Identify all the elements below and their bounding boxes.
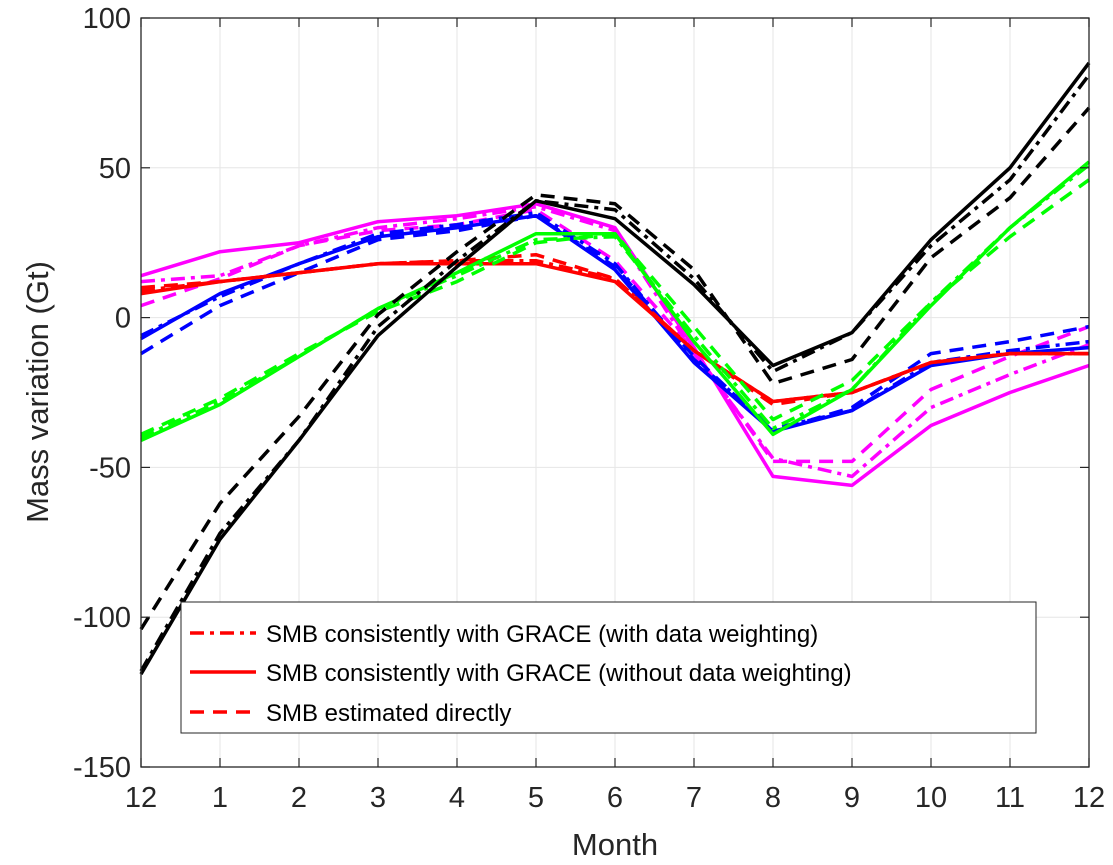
x-tick-label: 7 bbox=[686, 782, 702, 814]
legend-box bbox=[180, 601, 1037, 734]
x-tick-label: 2 bbox=[291, 782, 307, 814]
series-line-14 bbox=[139, 106, 1091, 631]
series-line-13 bbox=[139, 73, 1091, 672]
x-axis-tick-labels: 12 1 2 3 4 5 6 7 8 9 10 11 12 bbox=[125, 782, 1105, 814]
x-tick-label: 8 bbox=[765, 782, 781, 814]
legend-label-2: SMB estimated directly bbox=[266, 700, 511, 727]
x-tick-label: 1 bbox=[212, 782, 228, 814]
legend-label-0: SMB consistently with GRACE (with data w… bbox=[266, 621, 818, 648]
y-tick-label: 0 bbox=[115, 303, 131, 335]
series-line-7 bbox=[140, 258, 1089, 404]
legend: SMB consistently with GRACE (with data w… bbox=[180, 601, 1037, 734]
series-line-5 bbox=[140, 213, 1090, 434]
x-tick-label: 4 bbox=[449, 782, 465, 814]
x-tick-label: 12 bbox=[125, 782, 157, 814]
series-line-2 bbox=[140, 207, 1090, 464]
y-tick-label: -50 bbox=[89, 452, 131, 484]
axis-ticks bbox=[140, 17, 1090, 768]
x-tick-label: 11 bbox=[995, 782, 1025, 814]
y-tick-label: -100 bbox=[73, 602, 131, 634]
series-line-10 bbox=[140, 163, 1091, 439]
series-line-0 bbox=[140, 202, 1090, 488]
y-axis-tick-labels: -150 -100 -50 0 50 100 bbox=[73, 3, 131, 784]
x-tick-label: 12 bbox=[1073, 782, 1105, 814]
y-tick-label: 50 bbox=[99, 153, 131, 185]
x-tick-label: 3 bbox=[370, 782, 386, 814]
y-axis-title: Mass variation (Gt) bbox=[20, 261, 55, 523]
legend-label-1: SMB consistently with GRACE (without dat… bbox=[266, 660, 852, 687]
x-tick-label: 5 bbox=[528, 782, 544, 814]
series-line-4 bbox=[140, 210, 1090, 431]
x-tick-label: 10 bbox=[915, 782, 947, 814]
y-tick-label: -150 bbox=[73, 752, 131, 784]
series-line-11 bbox=[140, 178, 1091, 436]
x-tick-label: 6 bbox=[607, 782, 623, 814]
y-tick-label: 100 bbox=[83, 3, 131, 35]
x-tick-label: 9 bbox=[844, 782, 860, 814]
x-axis-title: Month bbox=[572, 827, 658, 862]
series-layer bbox=[139, 61, 1091, 675]
